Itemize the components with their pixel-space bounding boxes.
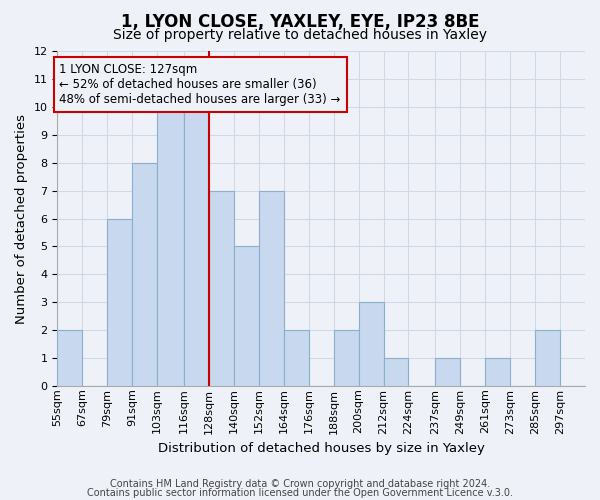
Bar xyxy=(184,107,209,386)
Bar xyxy=(535,330,560,386)
Text: 1 LYON CLOSE: 127sqm
← 52% of detached houses are smaller (36)
48% of semi-detac: 1 LYON CLOSE: 127sqm ← 52% of detached h… xyxy=(59,62,341,106)
Bar xyxy=(383,358,409,386)
Text: Contains HM Land Registry data © Crown copyright and database right 2024.: Contains HM Land Registry data © Crown c… xyxy=(110,479,490,489)
Text: Size of property relative to detached houses in Yaxley: Size of property relative to detached ho… xyxy=(113,28,487,42)
X-axis label: Distribution of detached houses by size in Yaxley: Distribution of detached houses by size … xyxy=(158,442,485,455)
Bar xyxy=(132,163,157,386)
Bar xyxy=(107,218,132,386)
Bar xyxy=(436,358,460,386)
Bar xyxy=(58,330,82,386)
Text: Contains public sector information licensed under the Open Government Licence v.: Contains public sector information licen… xyxy=(87,488,513,498)
Bar xyxy=(359,302,383,386)
Bar xyxy=(234,246,259,386)
Bar xyxy=(334,330,359,386)
Bar xyxy=(485,358,510,386)
Y-axis label: Number of detached properties: Number of detached properties xyxy=(15,114,28,324)
Text: 1, LYON CLOSE, YAXLEY, EYE, IP23 8BE: 1, LYON CLOSE, YAXLEY, EYE, IP23 8BE xyxy=(121,12,479,30)
Bar xyxy=(259,191,284,386)
Bar xyxy=(209,191,234,386)
Bar xyxy=(284,330,309,386)
Bar xyxy=(157,107,184,386)
